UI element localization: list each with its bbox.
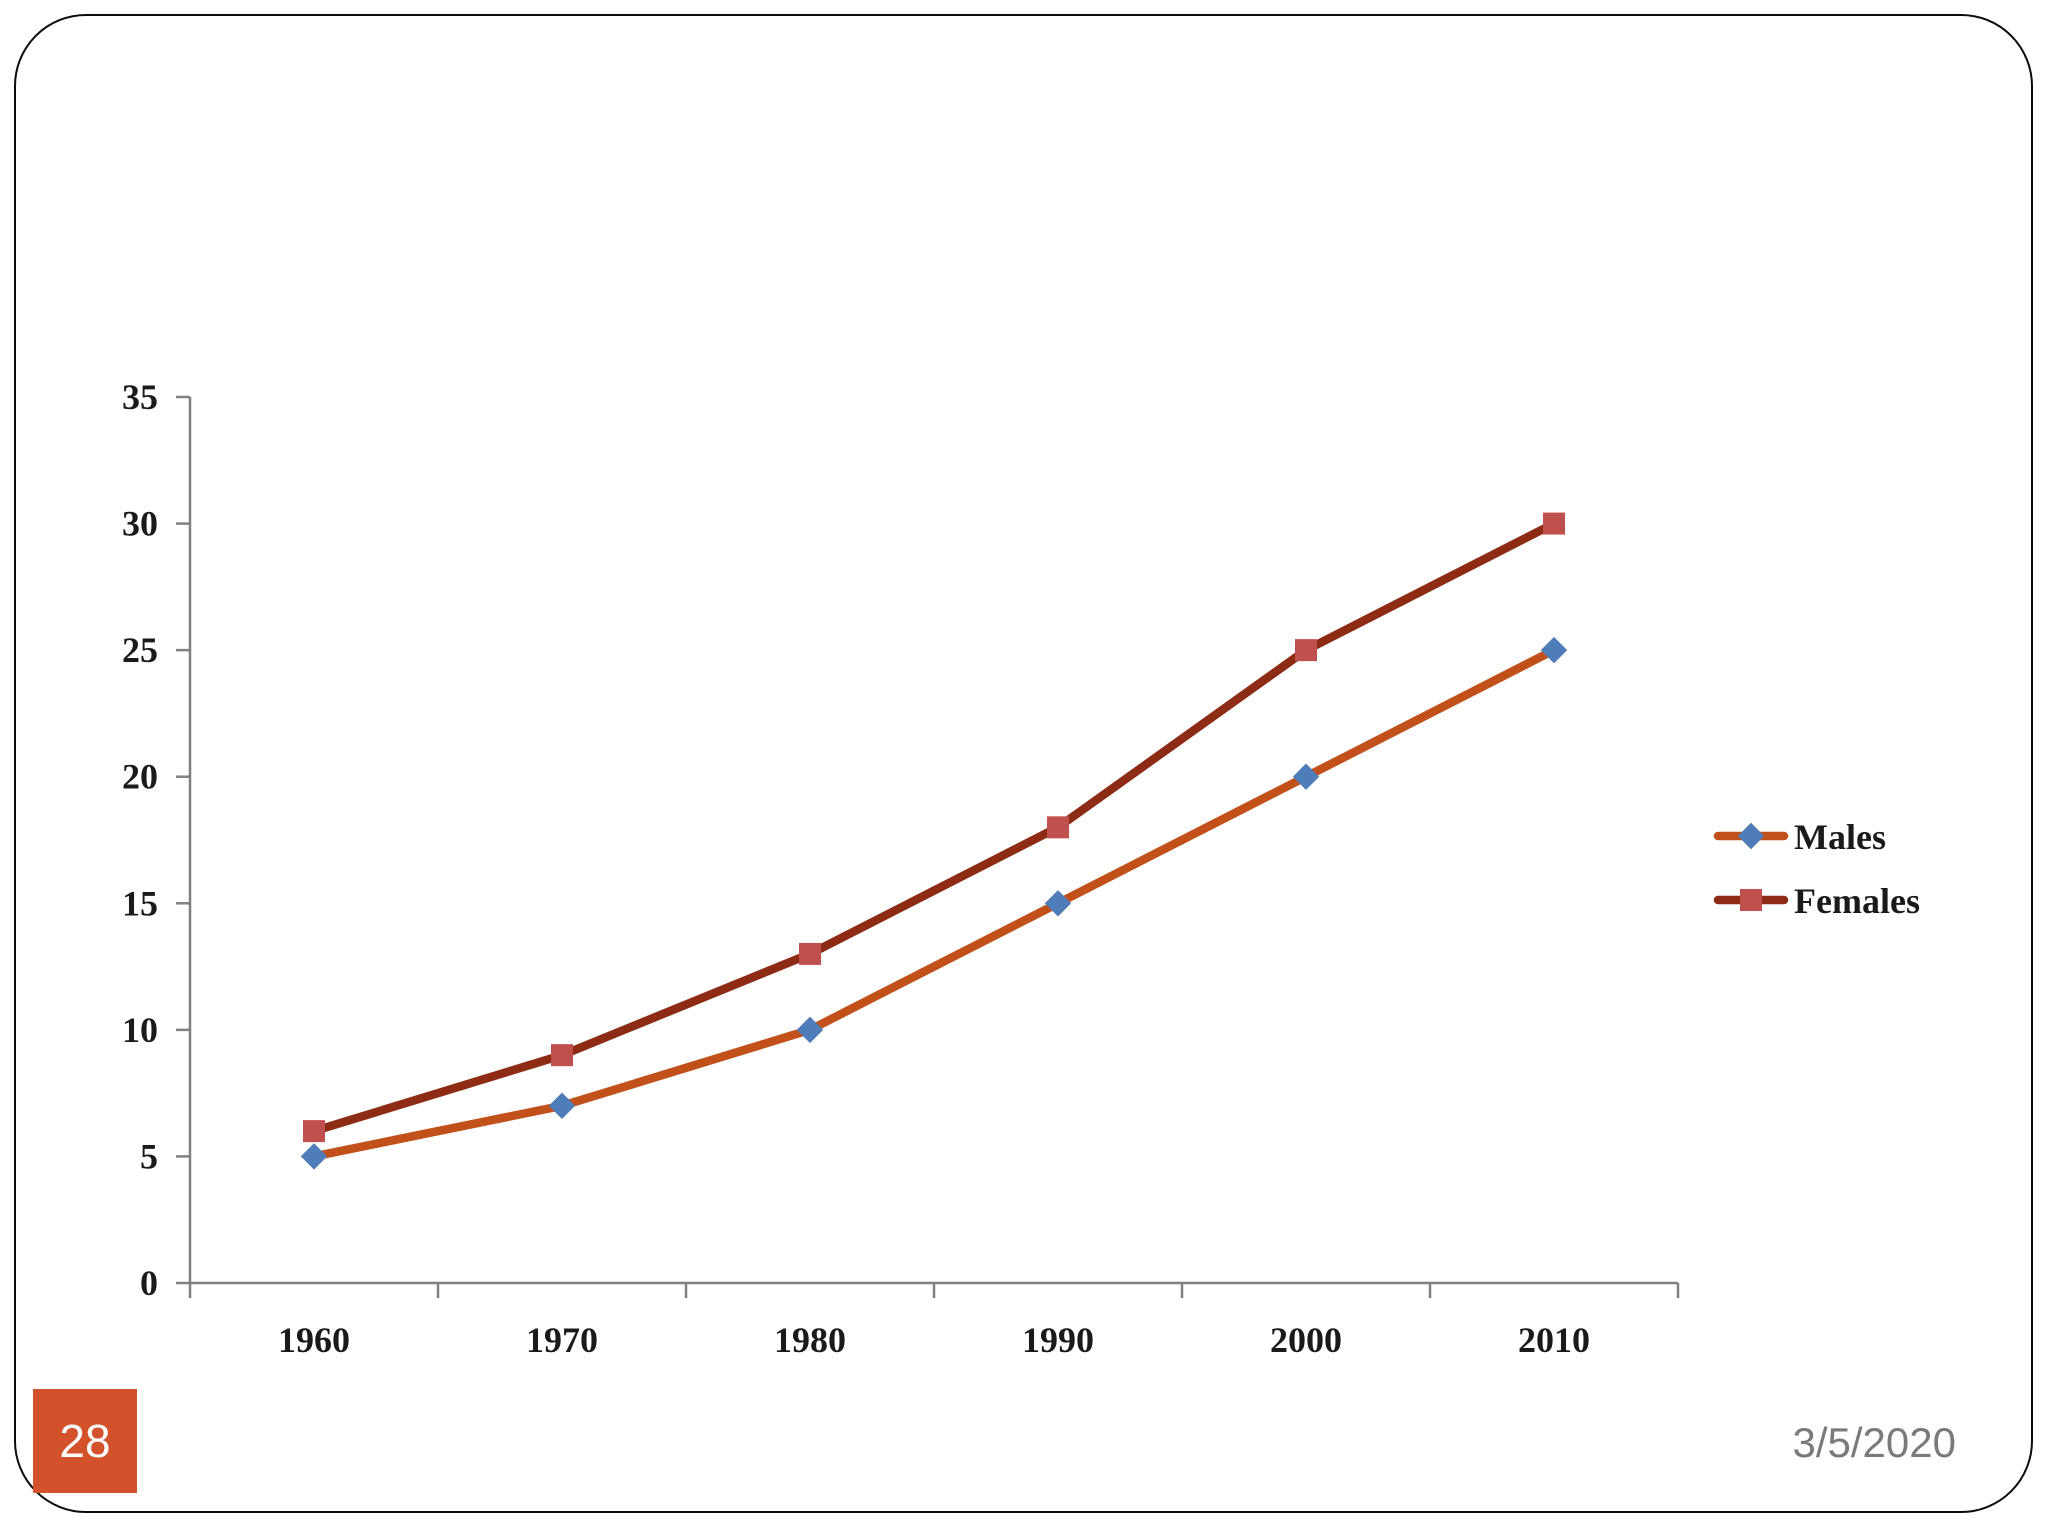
diamond-marker	[1292, 763, 1320, 790]
x-axis: 1960 1970 1980 1990 2000 2010	[188, 1281, 1680, 1360]
series-line	[309, 645, 1559, 1161]
y-axis-tick-label: 10	[122, 1010, 158, 1050]
y-axis-tick-label: 25	[122, 630, 158, 670]
page-number-badge: 28	[33, 1389, 137, 1493]
legend-item-females: Females	[1713, 881, 1920, 921]
slide-rounded-border	[14, 14, 2033, 1513]
x-axis-tick-label: 1970	[526, 1320, 598, 1360]
legend-item-males: Males	[1713, 817, 1886, 857]
page-number: 28	[59, 1415, 111, 1467]
series-females	[303, 512, 1565, 1143]
legend-label: Males	[1794, 817, 1886, 857]
square-marker	[1543, 512, 1565, 535]
diamond-marker	[1737, 822, 1765, 850]
square-marker	[1047, 816, 1069, 839]
square-marker	[799, 942, 821, 965]
y-axis-tick-label: 30	[122, 504, 158, 544]
y-axis-tick-label: 35	[122, 377, 158, 417]
x-axis-tick-label: 1990	[1022, 1320, 1094, 1360]
slide-date: 3/5/2020	[1792, 1419, 1957, 1466]
square-marker	[1295, 639, 1317, 662]
chart-legend: Males Females	[1713, 817, 1920, 921]
diamond-marker	[548, 1092, 576, 1120]
x-axis-tick-label: 1980	[774, 1320, 846, 1360]
series-line	[309, 519, 1559, 1136]
series-males	[300, 636, 1568, 1170]
y-axis-tick-label: 15	[122, 883, 158, 923]
legend-label: Females	[1794, 881, 1920, 921]
diamond-marker	[300, 1143, 328, 1170]
x-axis-tick-label: 2010	[1518, 1320, 1590, 1360]
square-marker	[1740, 889, 1762, 911]
x-axis-tick-label: 1960	[278, 1320, 350, 1360]
y-axis-tick-label: 5	[140, 1136, 158, 1176]
square-marker	[303, 1120, 325, 1143]
diamond-marker	[796, 1016, 824, 1044]
square-marker	[551, 1044, 573, 1067]
y-axis-tick-label: 0	[140, 1263, 158, 1303]
diamond-marker	[1540, 636, 1568, 664]
y-axis: 0 5 10 15 20 25 30 35	[122, 377, 192, 1303]
x-axis-tick-label: 2000	[1270, 1320, 1342, 1360]
y-axis-tick-label: 20	[122, 757, 158, 797]
